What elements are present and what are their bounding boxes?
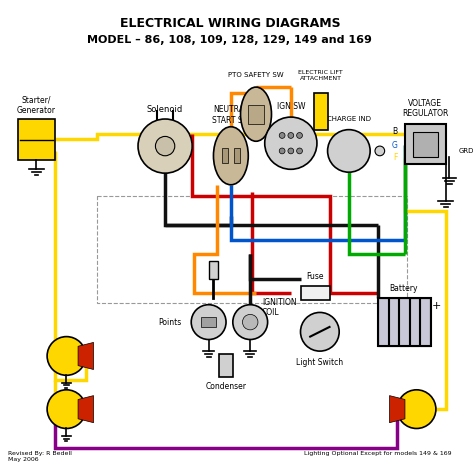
Bar [413, 132, 438, 157]
Text: VOLTAGE
REGULATOR: VOLTAGE REGULATOR [402, 99, 448, 118]
Circle shape [375, 146, 384, 156]
Bar [420, 298, 430, 346]
Circle shape [297, 148, 302, 154]
Text: +: + [432, 301, 442, 310]
Bar [301, 286, 329, 300]
Bar [410, 298, 419, 346]
Circle shape [191, 305, 226, 339]
Circle shape [279, 148, 285, 154]
Bar [201, 317, 216, 327]
Circle shape [288, 148, 294, 154]
Circle shape [264, 117, 317, 169]
Text: ELECTRICAL WIRING DIAGRAMS: ELECTRICAL WIRING DIAGRAMS [119, 17, 340, 30]
Bar [389, 298, 398, 346]
Bar [378, 298, 388, 346]
Circle shape [328, 130, 370, 172]
Circle shape [138, 119, 192, 173]
Bar [405, 124, 446, 164]
Circle shape [288, 133, 294, 138]
Circle shape [301, 312, 339, 351]
Text: AO: AO [30, 127, 43, 136]
Bar [98, 196, 407, 303]
Text: IGNITION
COIL: IGNITION COIL [262, 298, 296, 317]
Ellipse shape [240, 87, 272, 141]
Text: NEUTRAL
START SW: NEUTRAL START SW [212, 105, 250, 125]
Bar [219, 354, 233, 377]
Text: FO: FO [30, 145, 43, 154]
Polygon shape [78, 396, 93, 423]
Text: B: B [392, 127, 397, 136]
Text: Condenser: Condenser [206, 383, 246, 392]
Circle shape [243, 314, 258, 330]
Text: Lighting Optional Except for models 149 & 169: Lighting Optional Except for models 149 … [304, 451, 451, 456]
Text: Battery: Battery [390, 284, 418, 293]
Text: −: − [353, 140, 361, 150]
Text: Revised By: R Bedell
May 2006: Revised By: R Bedell May 2006 [9, 451, 73, 462]
Text: CHARGE IND: CHARGE IND [327, 116, 371, 122]
Text: Light Switch: Light Switch [296, 358, 343, 367]
Text: Starter/
Generator: Starter/ Generator [17, 96, 56, 115]
Circle shape [233, 305, 268, 339]
Circle shape [297, 133, 302, 138]
Text: ELECTRIC LIFT
ATTACHMENT: ELECTRIC LIFT ATTACHMENT [299, 70, 343, 81]
Text: +: + [243, 321, 251, 331]
Polygon shape [78, 342, 93, 370]
Bar [209, 261, 219, 279]
Bar [378, 298, 431, 346]
Circle shape [155, 137, 175, 156]
Text: F: F [393, 153, 397, 162]
Bar [314, 93, 328, 130]
Text: GRD: GRD [459, 148, 474, 154]
Bar [399, 298, 409, 346]
Bar [248, 104, 264, 124]
Bar [234, 148, 239, 164]
Text: G: G [392, 141, 397, 150]
Circle shape [47, 337, 86, 375]
Circle shape [397, 390, 436, 428]
Text: MODEL – 86, 108, 109, 128, 129, 149 and 169: MODEL – 86, 108, 109, 128, 129, 149 and … [88, 35, 373, 45]
Text: Fuse: Fuse [306, 272, 324, 281]
Circle shape [279, 133, 285, 138]
Text: Points: Points [158, 318, 182, 327]
Text: PTO SAFETY SW: PTO SAFETY SW [228, 73, 284, 79]
Polygon shape [390, 396, 405, 423]
Bar [18, 119, 55, 160]
Text: Solenoid: Solenoid [147, 105, 183, 114]
Text: IGN SW: IGN SW [277, 102, 305, 111]
Text: +: + [337, 140, 345, 150]
Ellipse shape [213, 127, 248, 185]
Bar [222, 148, 228, 164]
Circle shape [47, 390, 86, 428]
